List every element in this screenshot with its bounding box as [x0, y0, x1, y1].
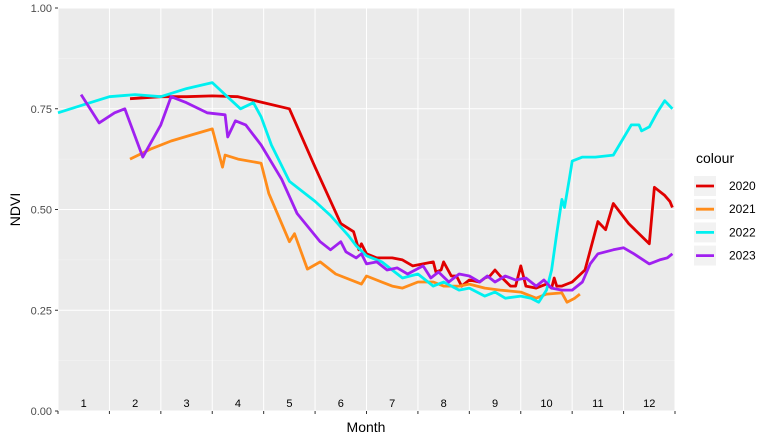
- x-axis: [57, 411, 676, 414]
- series-line-2023: [79, 93, 674, 292]
- month-label: 5: [286, 398, 292, 410]
- legend-label-2021: 2021: [729, 202, 756, 216]
- y-axis: 0.00 0.25 0.50 0.75 1.00: [31, 3, 58, 418]
- y-tick-label: 1.00: [31, 3, 52, 15]
- month-label: 10: [540, 398, 552, 410]
- legend: colour 2020 2021 2022 2023: [694, 150, 756, 266]
- month-labels: 1 2 3 4 5 6 7 8 9 10 11 12: [81, 398, 656, 410]
- month-label: 3: [183, 398, 189, 410]
- y-tick-label: 0.00: [31, 406, 52, 418]
- series-line-2020: [129, 94, 674, 290]
- series-line-2022: [57, 81, 674, 304]
- y-tick-label: 0.75: [31, 104, 52, 116]
- legend-items: 2020 2021 2022 2023: [694, 176, 756, 266]
- legend-label-2022: 2022: [729, 225, 756, 239]
- series-line-2021: [129, 127, 581, 304]
- legend-label-2020: 2020: [729, 179, 756, 193]
- month-label: 7: [389, 398, 395, 410]
- y-tick-label: 0.25: [31, 305, 52, 317]
- month-label: 6: [338, 398, 344, 410]
- month-label: 11: [592, 398, 603, 410]
- month-label: 12: [643, 398, 655, 410]
- y-axis-title: NDVI: [7, 193, 23, 226]
- month-label: 2: [132, 398, 138, 410]
- legend-label-2023: 2023: [729, 249, 756, 263]
- x-axis-title: Month: [347, 419, 386, 435]
- month-label: 1: [81, 398, 87, 410]
- month-label: 4: [235, 398, 241, 410]
- major-gridlines: [57, 7, 676, 412]
- month-label: 9: [492, 398, 498, 410]
- y-tick-label: 0.50: [31, 205, 52, 217]
- legend-title: colour: [696, 150, 734, 166]
- series-lines: [57, 81, 674, 304]
- month-label: 8: [441, 398, 447, 410]
